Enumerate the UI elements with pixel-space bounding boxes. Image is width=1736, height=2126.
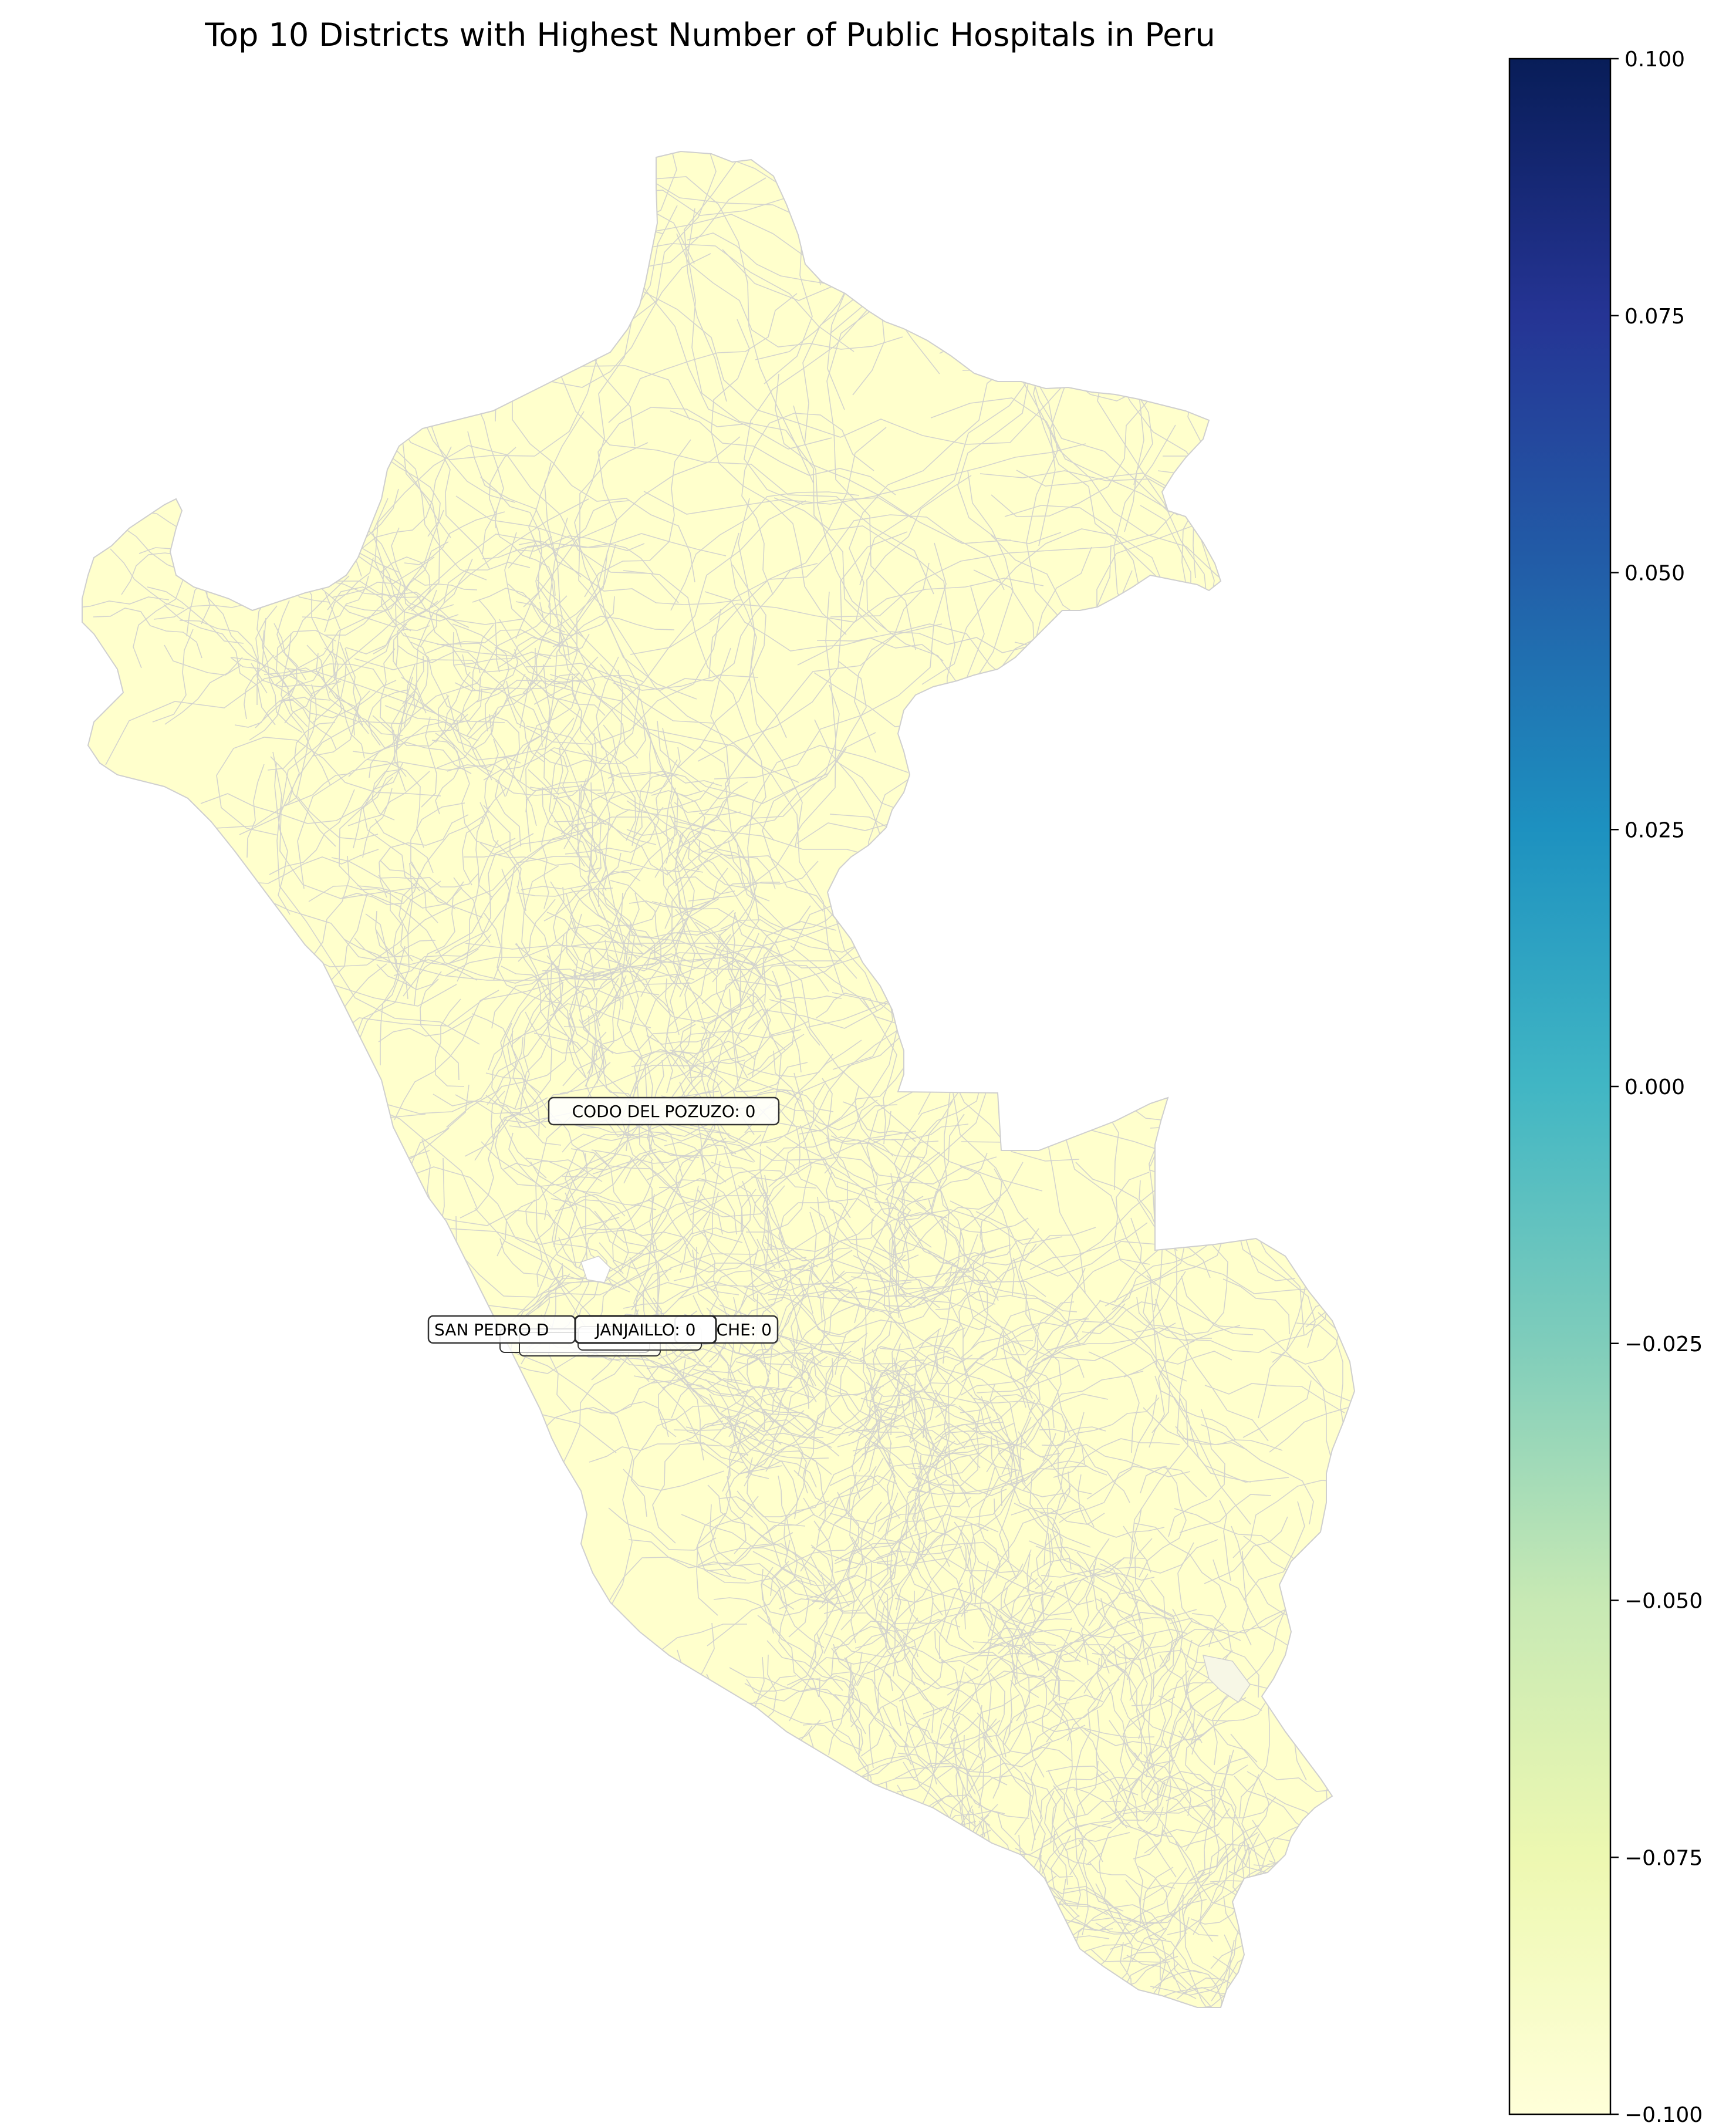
label-codo-del-pozuzo: CODO DEL POZUZO: 0 — [548, 1096, 780, 1126]
label-san-pedro-text: SAN PEDRO D — [434, 1320, 549, 1339]
colorbar-tick-label: 0.075 — [1624, 305, 1685, 329]
label-janjaillo-text: JANJAILLO: 0 — [595, 1320, 696, 1339]
label-san-pedro: SAN PEDRO D — [427, 1315, 576, 1344]
colorbar-tick-label: 0.050 — [1624, 562, 1685, 586]
colorbar-tick-label: −0.050 — [1624, 1590, 1703, 1614]
label-codo-del-pozuzo-text: CODO DEL POZUZO: 0 — [572, 1102, 756, 1121]
label-janjaillo: JANJAILLO: 0 — [574, 1315, 717, 1344]
colorbar-tick-label: −0.100 — [1624, 2103, 1703, 2126]
colorbar-tick-label: 0.100 — [1624, 48, 1685, 72]
colorbar-tick-label: 0.025 — [1624, 818, 1685, 842]
colorbar-tick-label: −0.025 — [1624, 1332, 1703, 1356]
lake-titicaca — [1202, 1655, 1251, 1703]
colorbar-ticks: 0.100 0.075 0.050 0.025 0.000 −0.025 −0.050 −0.… — [1610, 48, 1703, 2126]
colorbar: 0.100 0.075 0.050 0.025 0.000 −0.025 −0.050 −0.… — [1508, 48, 1703, 2126]
colorbar-gradient — [1508, 58, 1612, 2115]
chart-title: Top 10 Districts with Highest Number of … — [204, 16, 1215, 53]
district-labels: CODO DEL POZUZO: 0 SAN PEDRO D CHE: 0 JA… — [427, 1096, 780, 1356]
label-che-text: CHE: 0 — [717, 1320, 772, 1339]
peru-country-shape — [82, 150, 1356, 2008]
lake-junin — [580, 1256, 611, 1283]
colorbar-tick-label: 0.000 — [1624, 1075, 1685, 1099]
colorbar-tick-label: −0.075 — [1624, 1846, 1703, 1870]
